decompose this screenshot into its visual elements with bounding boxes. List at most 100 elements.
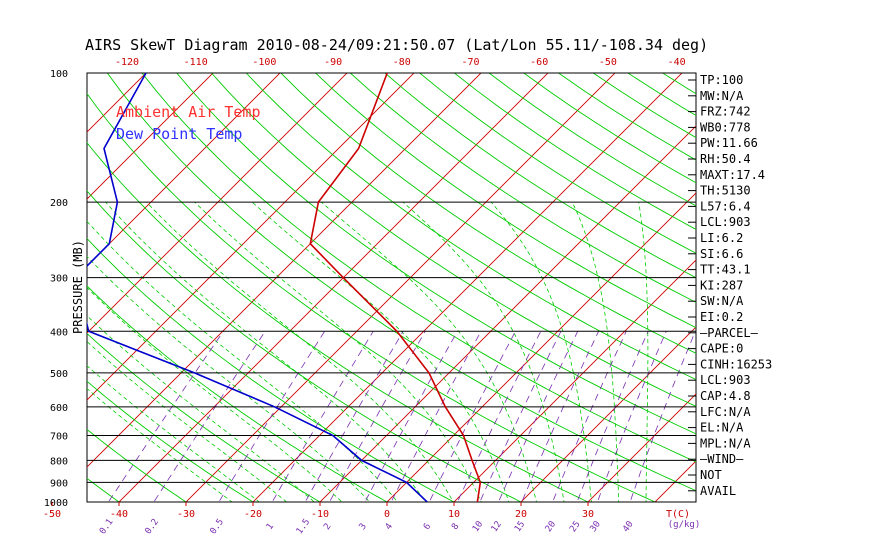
dry-adiabat-line xyxy=(314,73,696,329)
dry-adiabat-line xyxy=(106,73,696,492)
pressure-tick-label: 200 xyxy=(50,198,68,209)
dry-adiabat-line xyxy=(141,73,696,463)
temp-tick-label-top: -60 xyxy=(530,57,548,68)
temp-tick-label-top: -100 xyxy=(252,57,276,68)
dry-adiabat-line xyxy=(384,73,696,279)
dry-adiabat-line xyxy=(453,73,696,230)
isotherm-line xyxy=(87,73,214,200)
mixing-ratio-tick-label: 1 xyxy=(265,522,276,532)
pressure-tick-label: 600 xyxy=(50,403,68,414)
temp-tick-label-top: -50 xyxy=(599,57,617,68)
dry-adiabat-line xyxy=(87,92,657,502)
isotherm-line xyxy=(587,393,696,502)
pressure-tick-label: 900 xyxy=(50,478,68,489)
temp-tick-label-bottom: 0 xyxy=(384,509,390,520)
mixing-ratio-line xyxy=(479,331,562,502)
isobar-lines xyxy=(87,72,696,503)
temp-tick-label-bottom: 10 xyxy=(448,509,460,520)
moist-adiabat-line xyxy=(146,201,454,502)
side-panel-item: EI:0.2 xyxy=(700,310,743,324)
temp-tick-label-top: -70 xyxy=(461,57,479,68)
temp-tick-label-top: -120 xyxy=(115,57,139,68)
pressure-tick-label: 700 xyxy=(50,432,68,443)
ambient-air-temp-line xyxy=(309,73,482,502)
temp-tick-label-top: -40 xyxy=(668,57,686,68)
side-panel-item: AVAIL xyxy=(700,484,736,498)
moist-adiabat-line xyxy=(87,287,343,502)
dry-adiabat-line xyxy=(280,73,696,354)
mixing-ratio-tick-label: 6 xyxy=(422,522,433,532)
mixing-ratio-tick-label: 4 xyxy=(384,522,395,532)
side-panel-item: TP:100 xyxy=(700,73,743,87)
mixing-ratio-tick-label: 15 xyxy=(513,520,527,535)
dry-adiabat-line xyxy=(419,73,696,254)
moist-adiabat-line xyxy=(87,341,288,502)
moist-adiabat-line xyxy=(87,255,371,502)
mixing-ratio-line xyxy=(107,331,224,502)
isotherm-line xyxy=(87,73,147,133)
isotherm-line xyxy=(185,73,616,502)
legend-ambient-air-temp: Ambient Air Temp xyxy=(116,103,261,121)
side-panel-item: FRZ:742 xyxy=(700,105,751,119)
mixing-ratio-tick-label: 20 xyxy=(544,520,558,535)
side-panel-item: LFC:N/A xyxy=(700,405,751,419)
temp-unit-label: T(C) xyxy=(666,509,690,520)
moist-adiabat-line xyxy=(194,201,482,502)
mixing-ratio-unit-label: (g/kg) xyxy=(668,520,701,530)
side-panel-item: CAP:4.8 xyxy=(700,389,751,403)
pressure-tick-label: 100 xyxy=(50,69,68,80)
isotherm-line xyxy=(319,125,696,502)
pressure-tick-label: 500 xyxy=(50,369,68,380)
temp-tick-label-top: -110 xyxy=(184,57,208,68)
dew-point-temp-line xyxy=(87,73,428,502)
dry-adiabat-line xyxy=(87,332,321,502)
dry-adiabat-line xyxy=(87,142,590,502)
mixing-ratio-tick-label: 3 xyxy=(358,522,369,532)
dry-adiabat-line xyxy=(176,73,696,435)
mixing-ratio-line xyxy=(576,331,649,502)
side-panel-item: TH:5130 xyxy=(700,184,751,198)
mixing-ratio-tick-label: 12 xyxy=(490,520,504,535)
mixing-ratio-line xyxy=(390,331,482,502)
dry-adiabat-line xyxy=(349,73,696,303)
mixing-ratio-tick-label: 8 xyxy=(450,522,461,532)
isotherm-line xyxy=(87,73,415,401)
y-axis-label: PRESSURE (MB) xyxy=(71,240,85,334)
moist-adiabat-line xyxy=(490,201,592,502)
dry-adiabat-line xyxy=(245,73,696,381)
temp-tick-label-bottom: -40 xyxy=(110,509,128,520)
sounding-series xyxy=(87,73,482,502)
dry-adiabat-lines xyxy=(87,73,696,502)
isotherm-line xyxy=(386,192,696,502)
mixing-ratio-tick-label: 30 xyxy=(589,520,603,535)
side-panel-item: MW:N/A xyxy=(700,89,744,103)
temp-tick-label-bottom: 20 xyxy=(515,509,527,520)
pressure-tick-label: 400 xyxy=(50,327,68,338)
mixing-ratio-tick-label: 0.1 xyxy=(98,517,116,536)
mixing-ratio-tick-label: 0.2 xyxy=(144,517,162,536)
dry-adiabat-line xyxy=(87,428,187,502)
side-panel-item: LCL:903 xyxy=(700,215,751,229)
isotherm-line xyxy=(520,326,696,502)
isotherm-line xyxy=(87,73,281,267)
side-panel-item: L57:6.4 xyxy=(700,199,751,213)
side-panel-item: LCL:903 xyxy=(700,373,751,387)
moist-adiabat-line xyxy=(105,201,426,502)
moist-adiabat-line xyxy=(321,201,537,502)
side-panel-item: NOT xyxy=(700,468,722,482)
mixing-ratio-line xyxy=(521,331,599,502)
isotherm-lines xyxy=(0,53,696,519)
moist-adiabat-line xyxy=(251,201,510,502)
dry-adiabat-line xyxy=(87,477,120,502)
dry-adiabat-line xyxy=(87,380,254,502)
isotherm-line xyxy=(0,53,32,519)
dry-adiabat-line xyxy=(210,73,696,407)
dry-adiabat-line xyxy=(87,190,522,502)
mixing-ratio-line xyxy=(428,331,516,502)
side-panel-item: TT:43.1 xyxy=(700,263,751,277)
mixing-ratio-line xyxy=(329,331,426,502)
side-panel-item: KI:287 xyxy=(700,278,743,292)
page-title: AIRS SkewT Diagram 2010-08-24/09:21:50.0… xyxy=(85,36,709,54)
mixing-ratio-line xyxy=(456,331,542,502)
